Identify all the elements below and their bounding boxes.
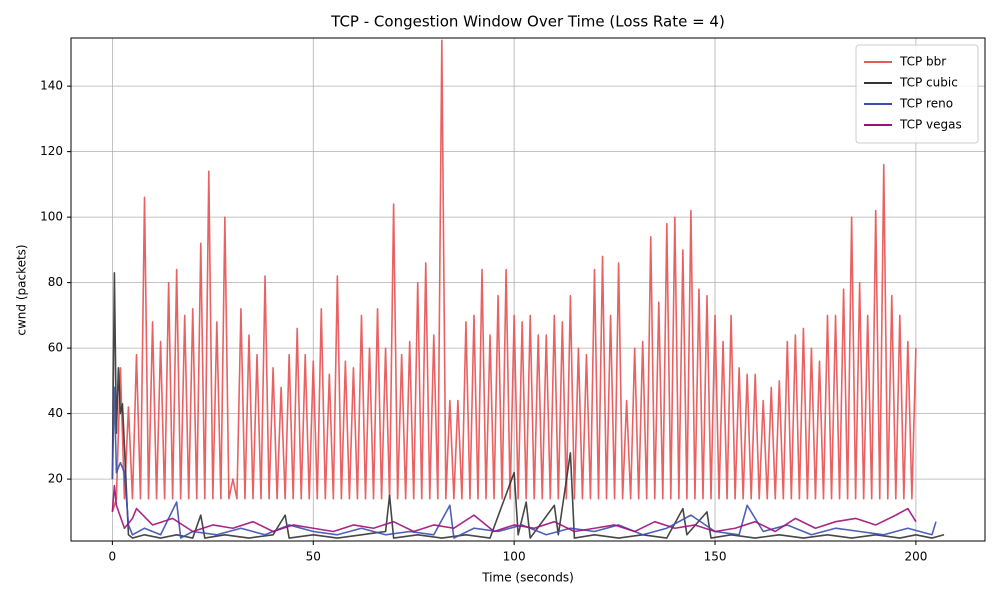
legend-label: TCP bbr [899, 55, 946, 69]
axes-frame [70, 37, 986, 542]
x-tick-label: 0 [109, 550, 117, 564]
legend: TCP bbr TCP cubic TCP reno TCP vegas [855, 44, 979, 144]
x-axis-label: Time (seconds) [481, 571, 574, 585]
y-tick-label: 20 [48, 472, 63, 486]
x-tick-label: 200 [904, 550, 927, 564]
y-tick-label: 140 [40, 79, 63, 93]
y-tick-label: 80 [48, 275, 63, 289]
y-tick-label: 100 [40, 210, 63, 224]
plot-area [111, 39, 945, 539]
y-tick-label: 60 [48, 341, 63, 355]
series-line [111, 484, 917, 533]
y-axis-label: cwnd (packets) [15, 244, 29, 335]
legend-label: TCP cubic [899, 76, 958, 90]
legend-label: TCP reno [899, 97, 953, 111]
x-tick-label: 100 [503, 550, 526, 564]
x-tick-label: 50 [306, 550, 321, 564]
series-line [111, 272, 945, 539]
legend-box [855, 44, 979, 144]
y-tick-label: 120 [40, 144, 63, 158]
series-line [111, 39, 917, 513]
y-tick-label: 40 [48, 406, 63, 420]
legend-label: TCP vegas [899, 118, 962, 132]
series-line [111, 386, 937, 539]
chart-title: TCP - Congestion Window Over Time (Loss … [330, 13, 725, 31]
x-tick-label: 150 [704, 550, 727, 564]
